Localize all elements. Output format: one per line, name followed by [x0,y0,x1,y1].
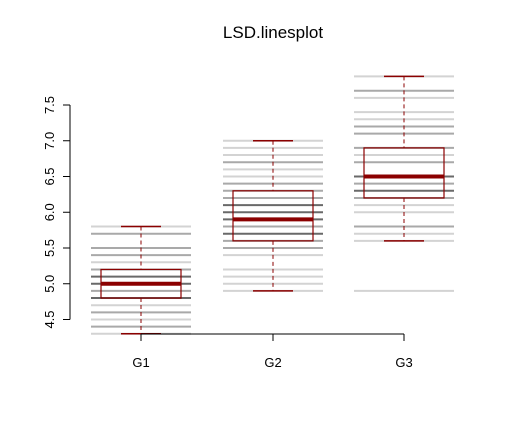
y-tick-label: 5.0 [42,275,57,293]
group-g2 [223,139,323,292]
y-tick-label: 5.5 [42,239,57,257]
box [232,190,314,242]
y-tick-label: 7.5 [42,96,57,114]
y-axis: 4.5 5.0 5.5 6.0 6.5 7.0 7.5 [42,96,71,329]
chart-title: LSD.linesplot [223,23,323,42]
group-g3 [354,75,454,292]
group-g1 [91,225,191,335]
x-tick-label: G3 [395,355,412,370]
x-tick-label: G1 [132,355,149,370]
y-tick-label: 7.0 [42,132,57,150]
x-axis: G1 G2 G3 [132,333,413,370]
y-tick-label: 6.0 [42,203,57,221]
box [363,147,445,199]
x-tick-label: G2 [264,355,281,370]
y-tick-label: 6.5 [42,167,57,185]
plot-marks [91,75,454,335]
y-tick-label: 4.5 [42,310,57,328]
